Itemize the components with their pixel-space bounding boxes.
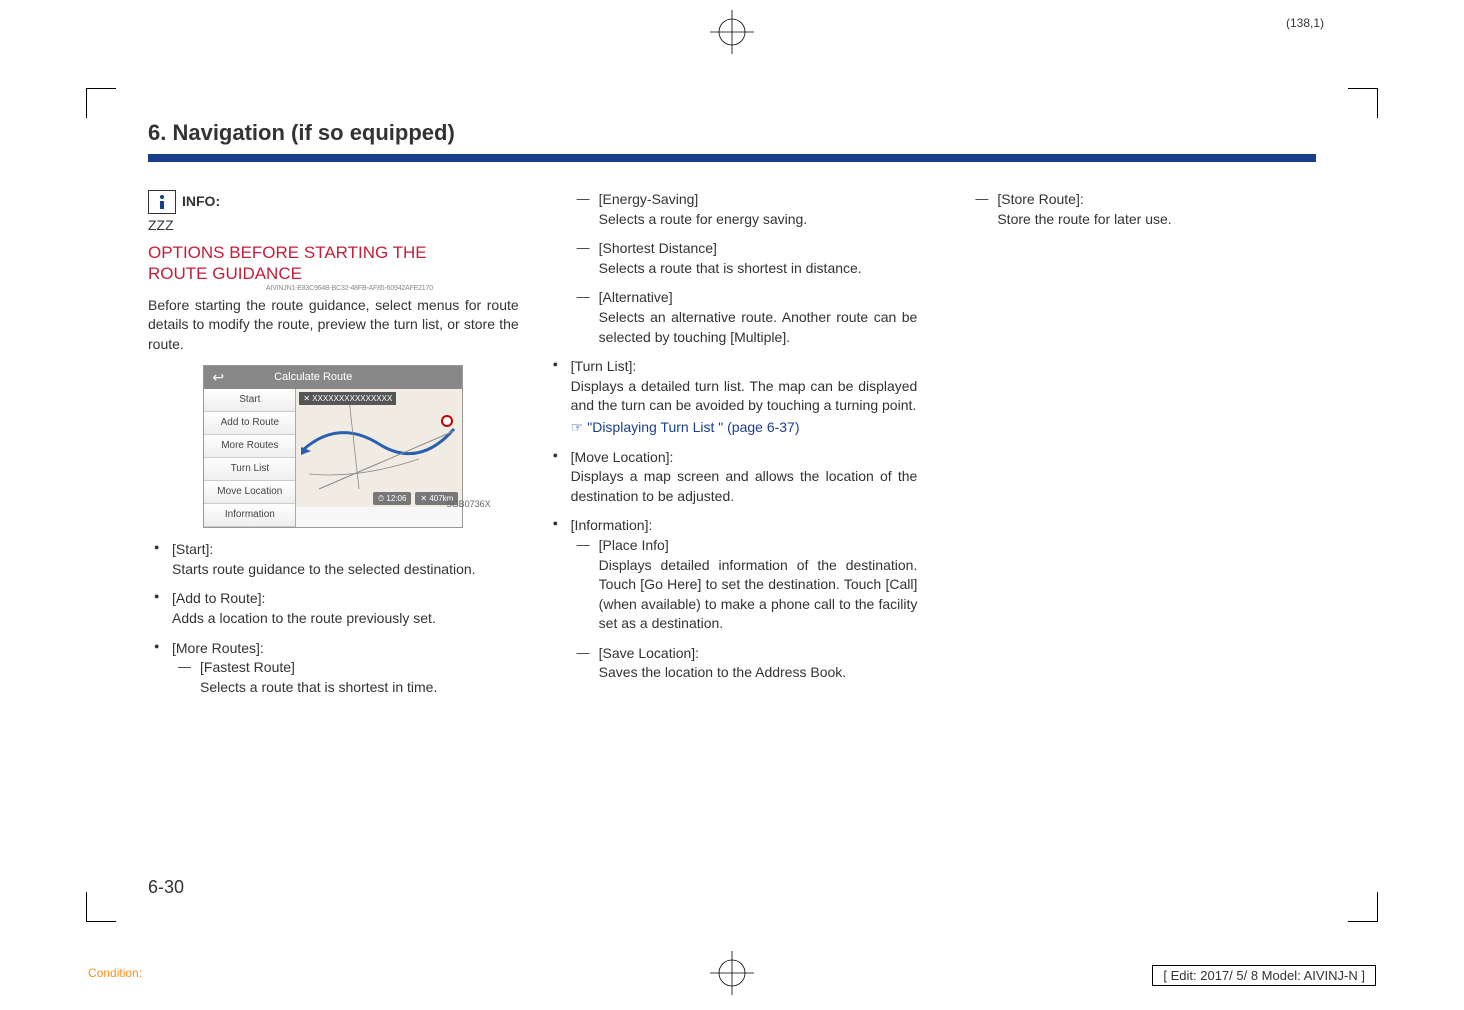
placeholder-text: ZZZ (148, 216, 519, 236)
crop-corner (86, 892, 116, 922)
time-chip: ⏱ 12:06 (373, 492, 411, 505)
column-3: [Store Route]: Store the route for later… (945, 190, 1316, 707)
screenshot-map: ✕ XXXXXXXXXXXXXXX ⏱ 12:06 (296, 389, 462, 507)
section-heading: OPTIONS BEFORE STARTING THE ROUTE GUIDAN… (148, 242, 519, 285)
crop-mark-bottom (710, 951, 754, 1000)
back-icon: ↩ (212, 368, 224, 388)
list-item: [Information]: [Place Info] Displays det… (547, 516, 918, 683)
embedded-screenshot: ↩ Calculate Route Start Add to Route Mor… (148, 365, 519, 529)
intro-paragraph: Before starting the route guidance, sele… (148, 296, 519, 355)
guid-code: AIVINJN1-E83C964B-BC32-48FB-AF85-60942AF… (266, 284, 519, 294)
screenshot-menu-item: More Routes (204, 435, 295, 458)
sub-list-item: [Place Info] Displays detailed informati… (571, 536, 918, 634)
list-item: [Move Location]: Displays a map screen a… (547, 448, 918, 507)
screenshot-menu-item: Add to Route (204, 412, 295, 435)
destination-chip: ✕ XXXXXXXXXXXXXXX (299, 392, 396, 405)
page-number: 6-30 (148, 875, 184, 900)
list-item: [More Routes]: [Fastest Route] Selects a… (148, 639, 519, 698)
condition-label: Condition: (88, 966, 142, 980)
sub-list-item: [Energy-Saving] Selects a route for ener… (571, 190, 918, 229)
list-item: [Start]: Starts route guidance to the se… (148, 540, 519, 579)
screenshot-menu-item: Move Location (204, 481, 295, 504)
sub-list-item: [Alternative] Selects an alternative rou… (571, 288, 918, 347)
column-1: INFO: ZZZ OPTIONS BEFORE STARTING THE RO… (148, 190, 519, 707)
sub-list-item: [Store Route]: Store the route for later… (969, 190, 1316, 229)
column-2: [Energy-Saving] Selects a route for ener… (547, 190, 918, 707)
screenshot-menu: Start Add to Route More Routes Turn List… (204, 389, 296, 527)
crop-mark-top (710, 10, 754, 59)
figure-code: 5GB0736X (447, 498, 491, 511)
screenshot-title: Calculate Route (274, 370, 352, 385)
list-item: [Add to Route]: Adds a location to the r… (148, 589, 519, 628)
edit-stamp: [ Edit: 2017/ 5/ 8 Model: AIVINJ-N ] (1152, 965, 1376, 986)
screenshot-menu-item: Start (204, 389, 295, 412)
sub-list-item: [Save Location]: Saves the location to t… (571, 644, 918, 683)
crop-corner (86, 88, 116, 118)
crop-corner (1348, 88, 1378, 118)
crop-corner (1348, 892, 1378, 922)
cross-reference-link: "Displaying Turn List " (page 6-37) (587, 418, 799, 438)
sub-list-item: [Fastest Route] Selects a route that is … (172, 658, 519, 697)
info-icon (148, 190, 176, 214)
chapter-title: 6. Navigation (if so equipped) (148, 120, 1316, 146)
header-rule (148, 154, 1316, 162)
top-page-marker: (138,1) (1286, 16, 1324, 30)
screenshot-menu-item: Information (204, 504, 295, 527)
reference-icon: ☞ (571, 418, 584, 438)
sub-list-item: [Shortest Distance] Selects a route that… (571, 239, 918, 278)
screenshot-menu-item: Turn List (204, 458, 295, 481)
info-label: INFO: (182, 192, 220, 212)
list-item: [Turn List]: Displays a detailed turn li… (547, 357, 918, 437)
